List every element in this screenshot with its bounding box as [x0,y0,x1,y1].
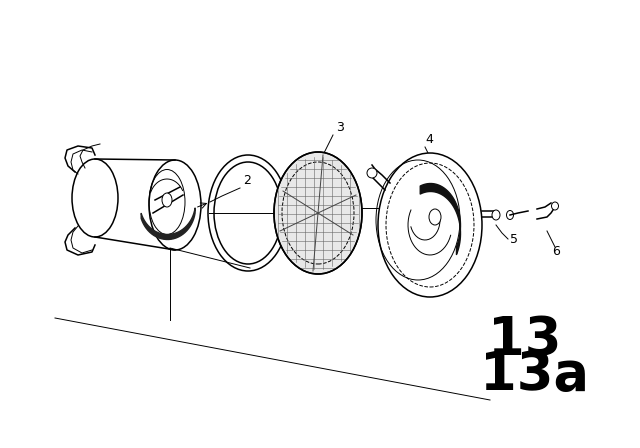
Ellipse shape [506,211,513,220]
Text: 6: 6 [552,245,560,258]
Ellipse shape [162,193,172,207]
Ellipse shape [492,210,500,220]
Text: 13a: 13a [480,349,589,401]
Text: 13: 13 [488,314,561,366]
Ellipse shape [367,168,377,178]
Ellipse shape [429,209,441,225]
Text: 5: 5 [510,233,518,246]
Ellipse shape [378,153,482,297]
Text: 3: 3 [336,121,344,134]
Ellipse shape [274,152,362,274]
Text: 4: 4 [425,133,433,146]
Text: 2: 2 [243,174,251,187]
Ellipse shape [552,202,559,210]
